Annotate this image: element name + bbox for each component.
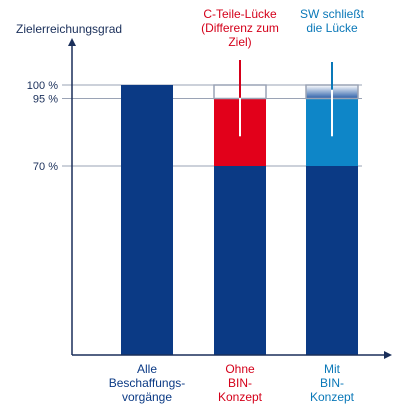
category-label-0-line-0: Alle xyxy=(137,362,157,376)
category-label-1-line-0: Ohne xyxy=(225,362,255,376)
axes xyxy=(68,38,392,359)
annotation-text-0-line-1: (Differenz zum xyxy=(201,21,279,35)
annotations xyxy=(239,60,333,137)
y-axis-arrow xyxy=(68,38,76,46)
category-label-1-line-2: Konzept xyxy=(218,390,263,404)
category-label-0-line-1: Beschaffungs- xyxy=(109,376,186,390)
category-label-1-line-1: BIN- xyxy=(228,376,252,390)
y-axis-title: Zielerreichungsgrad xyxy=(16,22,122,36)
bar-1-segment-0 xyxy=(214,166,266,355)
x-axis-arrow xyxy=(384,351,392,359)
annotation-text-1-line-0: SW schließt xyxy=(300,7,365,21)
labels: 100 % 95 % 70 % Zielerreichungsgrad AlleBesc… xyxy=(16,7,365,404)
category-label-2-line-0: Mit xyxy=(324,362,341,376)
y-tick-label-100: 100 % xyxy=(27,80,58,92)
annotation-text-0-line-2: Ziel) xyxy=(228,35,251,49)
bar-0-segment-0 xyxy=(121,85,173,355)
category-label-0-line-2: vorgänge xyxy=(122,390,172,404)
y-tick-label-70: 70 % xyxy=(33,161,58,173)
category-label-2-line-2: Konzept xyxy=(310,390,355,404)
y-tick-label-95: 95 % xyxy=(33,94,58,106)
category-label-2-line-1: BIN- xyxy=(320,376,344,390)
bar-2-segment-0 xyxy=(306,166,358,355)
annotation-text-1-line-1: die Lücke xyxy=(306,21,358,35)
annotation-text-0-line-0: C-Teile-Lücke xyxy=(203,7,277,21)
